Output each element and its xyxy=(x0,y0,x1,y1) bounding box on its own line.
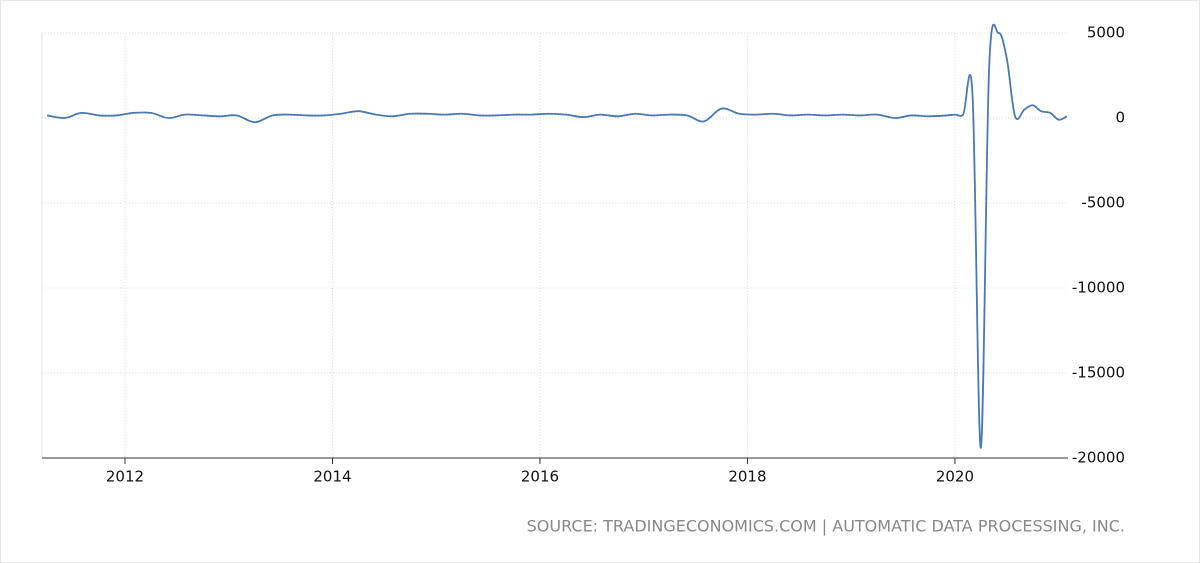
x-tick-label: 2020 xyxy=(936,468,974,486)
y-tick-label: -20000 xyxy=(1072,449,1125,467)
source-note: SOURCE: TRADINGECONOMICS.COM | AUTOMATIC… xyxy=(527,517,1125,536)
y-tick-label: -10000 xyxy=(1072,279,1125,297)
y-tick-label: -5000 xyxy=(1081,194,1125,212)
data-line xyxy=(47,23,1068,449)
x-tick-label: 2012 xyxy=(106,468,144,486)
x-tick-label: 2014 xyxy=(313,468,351,486)
y-tick-label: 5000 xyxy=(1087,24,1125,42)
x-tick-label: 2016 xyxy=(521,468,559,486)
x-tick-label: 2018 xyxy=(728,468,766,486)
y-tick-label: 0 xyxy=(1115,109,1125,127)
y-tick-label: -15000 xyxy=(1072,364,1125,382)
